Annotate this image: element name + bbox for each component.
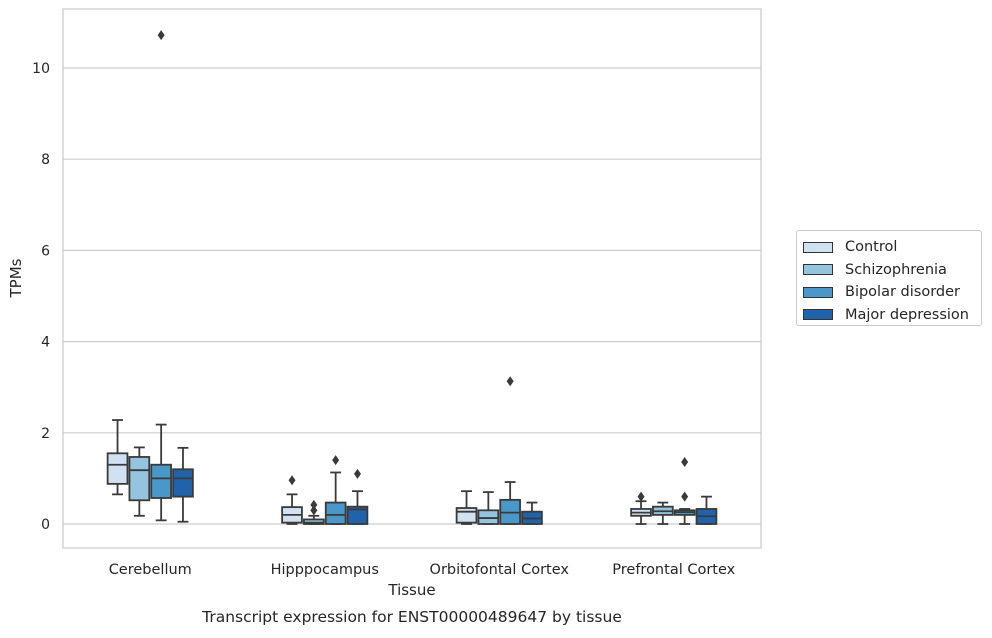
legend-item-control: Control [803, 236, 981, 259]
y-tick-label-6: 6 [41, 243, 50, 259]
outlier-point [353, 468, 361, 479]
box-1-4 [630, 491, 652, 525]
outlier-point [310, 505, 318, 516]
x-tick-label-3: Orbitofontal Cortex [430, 562, 570, 578]
legend-label-major-depression: Major depression [845, 306, 969, 323]
chart-title: Transcript expression for ENST0000048964… [201, 608, 622, 626]
box-body [477, 509, 500, 525]
box-3-2 [324, 455, 347, 525]
outlier-point [288, 475, 296, 486]
box-body [172, 468, 194, 498]
outlier-point [637, 491, 645, 502]
box-3-1 [150, 30, 172, 522]
legend-item-schizophrenia: Schizophrenia [803, 259, 981, 282]
legend-label-control: Control [845, 239, 898, 256]
legend-swatch-bipolar-disorder [803, 286, 833, 298]
box-body [150, 463, 172, 499]
legend-label-schizophrenia: Schizophrenia [845, 261, 947, 278]
box-3-4 [673, 456, 696, 525]
box-1-3 [455, 490, 478, 525]
box-2-2 [303, 499, 325, 525]
legend-swatch-control [803, 241, 833, 253]
box-4-4 [695, 495, 718, 525]
x-tick-label-4: Prefrontal Cortex [612, 562, 735, 578]
box-4-2 [346, 468, 369, 525]
box-4-1 [172, 446, 194, 523]
y-tick-label-4: 4 [41, 335, 50, 351]
box-body [106, 452, 129, 485]
legend-item-major-depression: Major depression [803, 304, 981, 327]
y-tick-label-10: 10 [32, 61, 50, 77]
y-tick-label-0: 0 [41, 517, 50, 533]
legend-label-bipolar-disorder: Bipolar disorder [845, 284, 960, 301]
plot-frame [62, 8, 762, 549]
y-tick-label-2: 2 [41, 426, 50, 442]
box-4-3 [521, 501, 543, 525]
x-tick-label-1: Cerebellum [109, 562, 192, 578]
legend-swatch-major-depression [803, 309, 833, 321]
outlier-point [681, 456, 689, 467]
box-body [303, 518, 325, 525]
box-2-4 [652, 501, 674, 525]
grid-layer [63, 67, 761, 525]
y-axis-label: TPMs [7, 258, 25, 298]
box-1-2 [281, 475, 303, 525]
box-3-3 [499, 376, 521, 525]
x-tick-label-2: Hipppocampus [271, 562, 379, 578]
box-2-1 [128, 446, 151, 517]
outlier-point [157, 30, 165, 41]
box-body [346, 505, 369, 525]
outlier-point [506, 376, 514, 387]
box-body [128, 456, 151, 502]
outlier-point [681, 491, 689, 502]
outlier-point [332, 455, 340, 466]
y-tick-label-8: 8 [41, 152, 50, 168]
box-body [455, 507, 478, 524]
legend-item-bipolar-disorder: Bipolar disorder [803, 281, 981, 304]
box-1-1 [106, 419, 129, 496]
box-2-3 [477, 491, 500, 525]
box-layer [106, 30, 718, 525]
outlier-point [310, 499, 318, 510]
x-axis-label: Tissue [387, 581, 435, 599]
legend-swatch-schizophrenia [803, 264, 833, 276]
tick-layer: 0 2 4 6 8 10 Cerebellum Hipppocampus Orbitofonta… [32, 61, 735, 578]
legend: Control Schizophrenia Bipolar disorder M… [796, 230, 982, 326]
box-body [324, 501, 347, 525]
